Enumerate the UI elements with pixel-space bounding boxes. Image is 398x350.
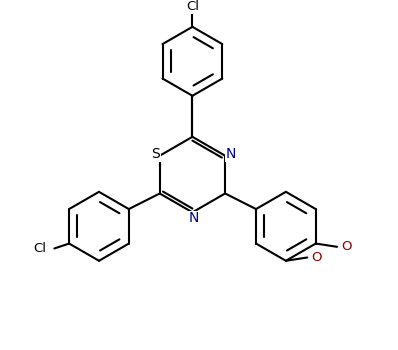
Text: N: N xyxy=(226,147,236,161)
Text: Cl: Cl xyxy=(33,242,46,255)
Text: O: O xyxy=(311,251,322,264)
Text: N: N xyxy=(189,211,199,225)
Text: Cl: Cl xyxy=(186,0,199,13)
Text: O: O xyxy=(341,240,351,253)
Text: S: S xyxy=(151,147,160,161)
